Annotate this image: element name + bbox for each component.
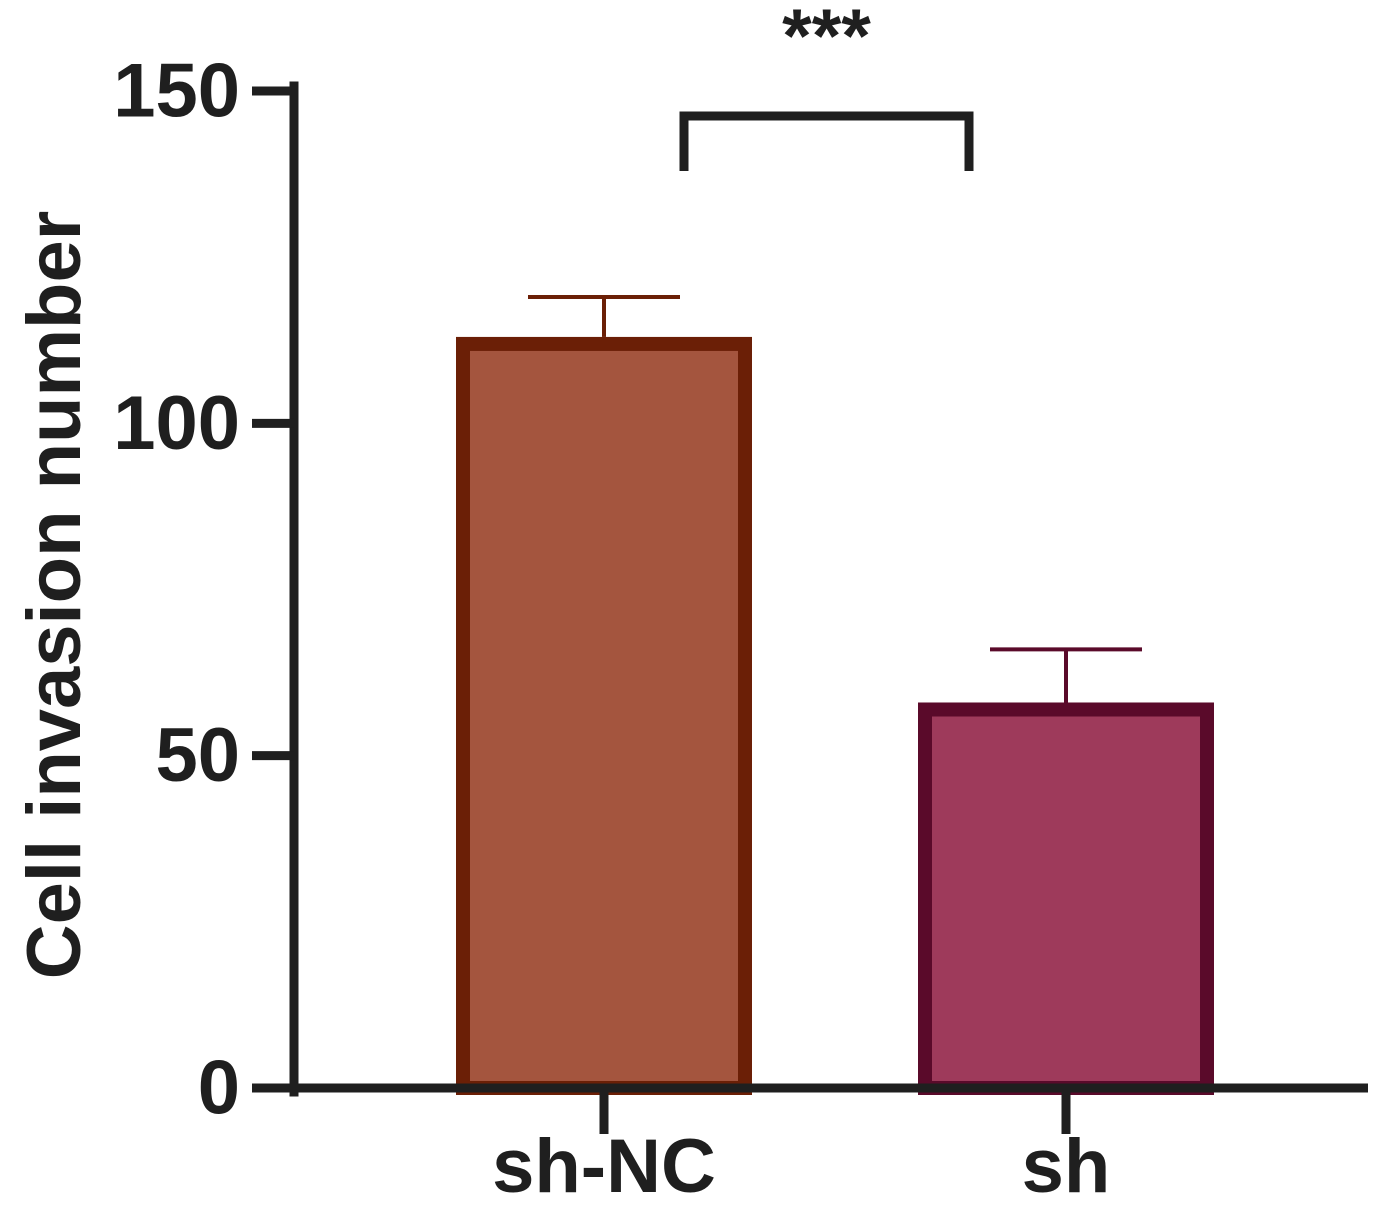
y-tick-label-0: 0 xyxy=(198,1046,240,1131)
annotation-layer: *** xyxy=(679,0,974,171)
significance-label: *** xyxy=(782,0,871,79)
x-tick-label-sh: sh xyxy=(1022,1124,1111,1209)
bars-layer xyxy=(456,295,1214,1095)
y-axis-label: Cell invasion number xyxy=(12,211,97,980)
x-tick-label-sh-NC: sh-NC xyxy=(492,1124,716,1209)
bar-sh-NC xyxy=(456,336,752,1095)
significance-bracket xyxy=(679,111,974,171)
axes-layer: 0 50 100 150 sh-NC sh xyxy=(113,49,1368,1209)
y-tick-label-100: 100 xyxy=(113,381,240,466)
bar-sh xyxy=(918,702,1214,1095)
y-tick-label-50: 50 xyxy=(155,713,240,798)
y-tick-label-150: 150 xyxy=(113,49,240,134)
